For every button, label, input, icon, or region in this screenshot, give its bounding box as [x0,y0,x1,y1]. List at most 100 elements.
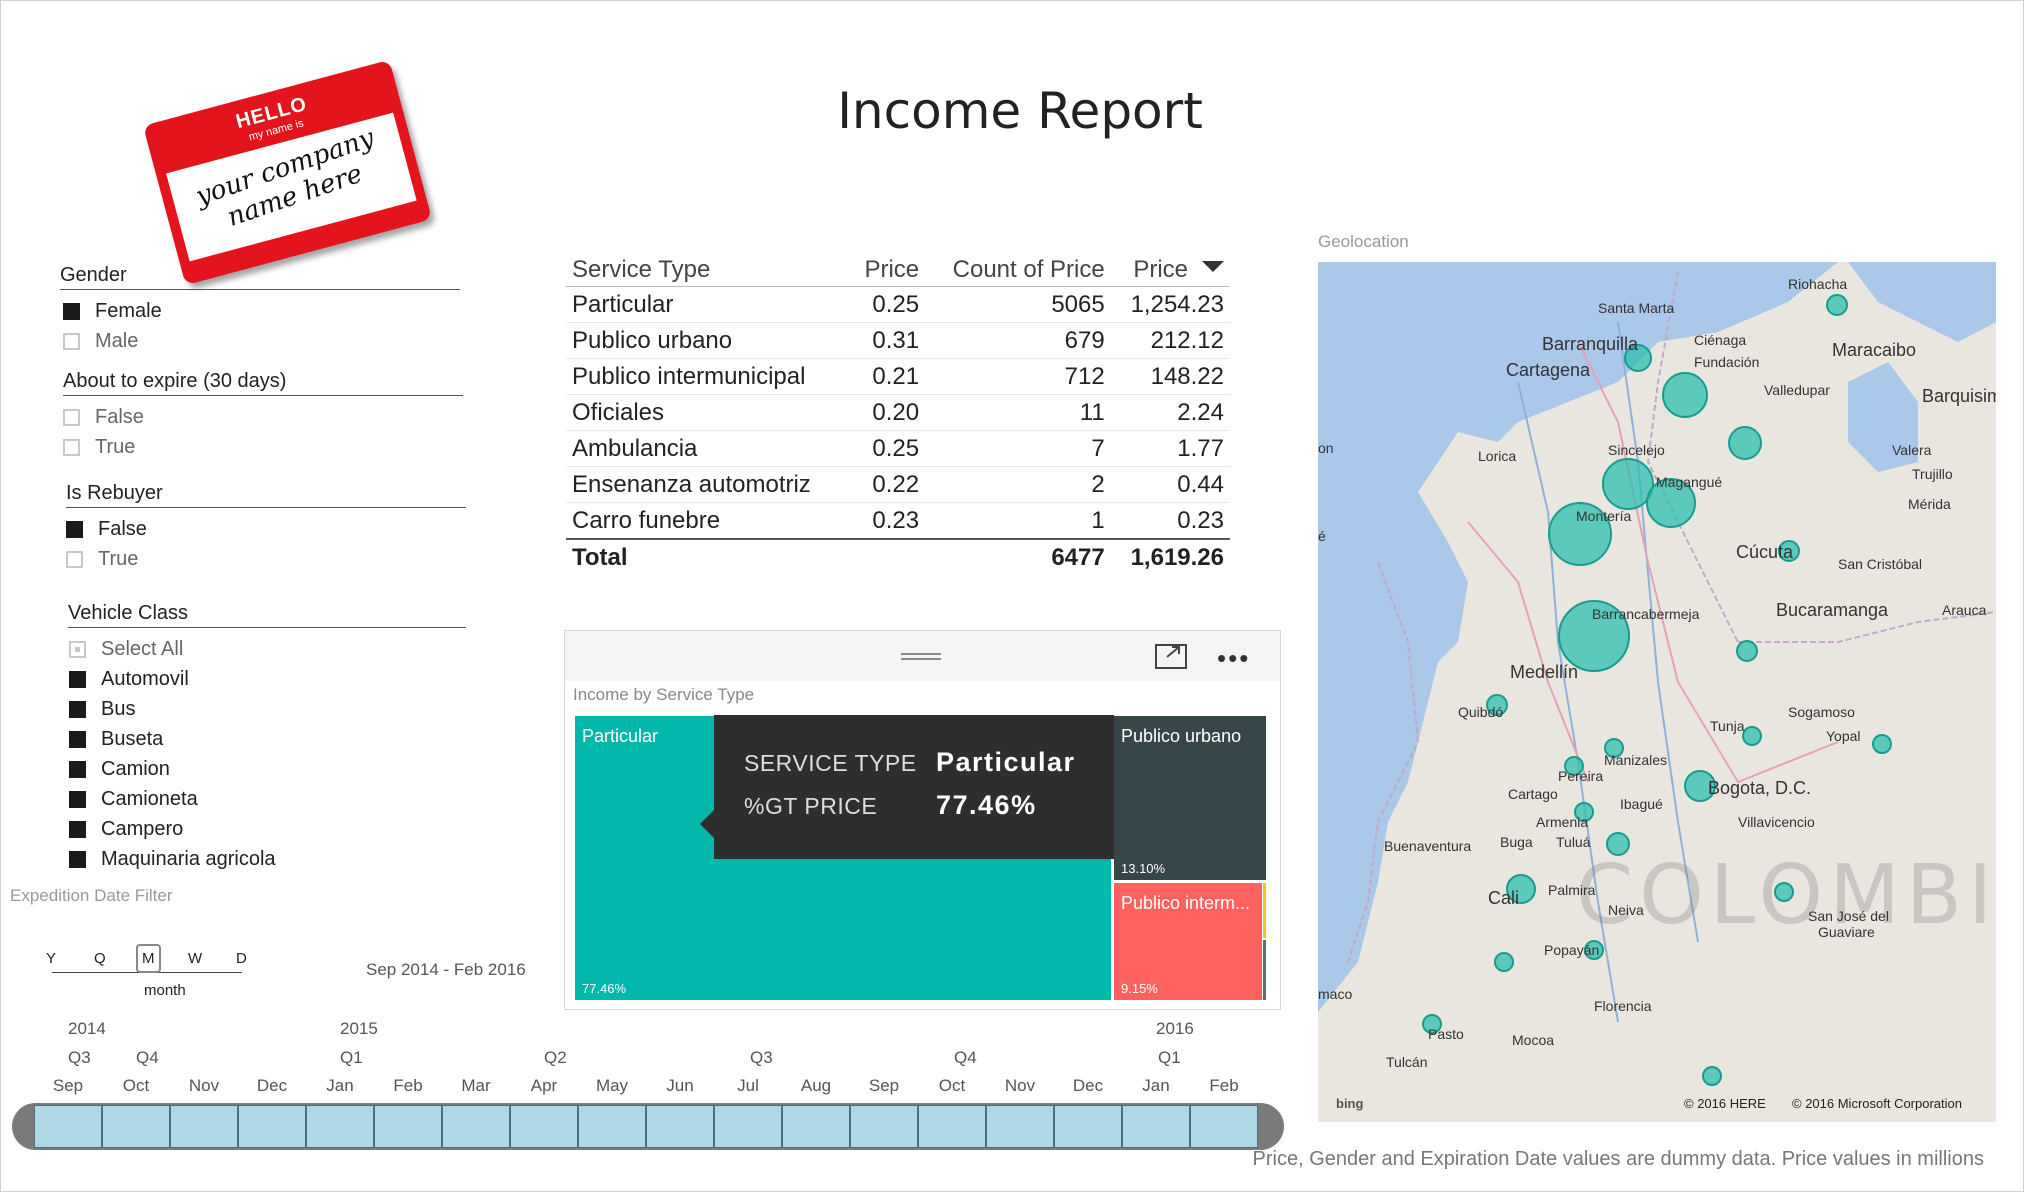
timeline-month-cell[interactable] [986,1105,1054,1148]
map-bubble[interactable] [1702,1066,1722,1086]
rebuyer-option-false[interactable]: False [66,518,147,541]
table-row[interactable]: Ensenanza automotriz 0.22 2 0.44 [566,466,1230,503]
treemap-tile-publico-urbano[interactable]: Publico urbano 13.10% [1114,716,1266,880]
checkbox[interactable] [63,439,80,456]
map-bubble[interactable] [1506,874,1536,904]
treemap-tile-publico-intermunicipal[interactable]: Publico interm... 9.15% [1114,883,1262,1000]
map-bubble[interactable] [1548,502,1612,566]
checkbox[interactable] [69,641,86,658]
bing-logo: bing [1336,1096,1364,1111]
checkbox[interactable] [69,851,86,868]
map-bubble[interactable] [1486,694,1508,716]
timeline-month-cell[interactable] [578,1105,646,1148]
map-bubble[interactable] [1422,1014,1442,1034]
granularity-year[interactable]: Y [46,950,57,967]
map-bubble[interactable] [1872,734,1892,754]
expire-option-true[interactable]: True [63,436,135,459]
focus-mode-icon[interactable] [1155,641,1187,669]
timeline-month-cell[interactable] [1054,1105,1122,1148]
timeline-month-cell[interactable] [374,1105,442,1148]
treemap-tile-small-grey[interactable] [1263,940,1266,1000]
map-country-watermark: COLOMBIA [1576,848,1996,943]
vehicle-option-campero[interactable]: Campero [69,818,183,841]
drag-handle-icon[interactable] [901,653,941,655]
col-header-price-sum[interactable]: Price [1110,252,1230,287]
vehicle-option-buseta[interactable]: Buseta [69,728,163,751]
sort-descending-icon[interactable] [1202,261,1224,273]
timeline-month-cell[interactable] [782,1105,850,1148]
map-bubble[interactable] [1778,540,1800,562]
timeline-month-cell[interactable] [510,1105,578,1148]
timeline-month-cell[interactable] [442,1105,510,1148]
timeline-month-cell[interactable] [1190,1105,1258,1148]
table-row[interactable]: Ambulancia 0.25 7 1.77 [566,430,1230,467]
col-header-service-type[interactable]: Service Type [566,252,850,287]
timeline-month-cell[interactable] [238,1105,306,1148]
checkbox[interactable] [69,821,86,838]
vehicle-option-bus[interactable]: Bus [69,698,135,721]
timeline-month-cell[interactable] [306,1105,374,1148]
geolocation-map[interactable]: COLOMBIA Riohacha Santa Marta Barranquil… [1318,262,1996,1122]
table-row[interactable]: Carro funebre 0.23 1 0.23 [566,502,1230,540]
checkbox[interactable] [63,303,80,320]
timeline-month-cell[interactable] [1122,1105,1190,1148]
checkbox[interactable] [66,521,83,538]
map-bubble[interactable] [1826,294,1848,316]
timeline-month-cell[interactable] [102,1105,170,1148]
map-bubble[interactable] [1662,372,1708,418]
map-bubble[interactable] [1728,426,1762,460]
gender-option-female[interactable]: Female [63,300,162,323]
checkbox[interactable] [69,761,86,778]
map-bubble[interactable] [1736,640,1758,662]
map-bubble[interactable] [1564,756,1584,776]
map-bubble[interactable] [1606,832,1630,856]
timeline-month-cell[interactable] [34,1105,102,1148]
map-place-label: Valera [1892,442,1932,458]
treemap-tile-small-yellow[interactable] [1263,883,1266,938]
checkbox[interactable] [66,551,83,568]
timeline-month-cell[interactable] [170,1105,238,1148]
timeline-month-cell[interactable] [714,1105,782,1148]
map-bubble[interactable] [1574,802,1594,822]
footer-note: Price, Gender and Expiration Date values… [1252,1148,1984,1170]
rebuyer-option-true[interactable]: True [66,548,138,571]
table-row[interactable]: Oficiales 0.20 11 2.24 [566,394,1230,431]
vehicle-option-maquinaria-agricola[interactable]: Maquinaria agricola [69,848,276,871]
col-header-count-of-price[interactable]: Count of Price [925,252,1111,287]
vehicle-option-automovil[interactable]: Automovil [69,668,189,691]
timeline-month-cell[interactable] [850,1105,918,1148]
expire-option-false[interactable]: False [63,406,144,429]
map-bubble[interactable] [1774,882,1794,902]
granularity-day[interactable]: D [236,950,247,967]
vehicle-option-select-all[interactable]: Select All [69,638,183,661]
map-bubble[interactable] [1604,738,1624,758]
timeline-month-cell[interactable] [646,1105,714,1148]
checkbox[interactable] [69,701,86,718]
map-bubble[interactable] [1558,600,1630,672]
more-options-icon[interactable]: ••• [1217,643,1251,673]
col-header-price[interactable]: Price [849,252,926,287]
vehicle-option-camioneta[interactable]: Camioneta [69,788,198,811]
vehicle-option-camion[interactable]: Camion [69,758,170,781]
map-bubble[interactable] [1584,940,1604,960]
map-bubble[interactable] [1624,344,1652,372]
timeline-month-cell[interactable] [918,1105,986,1148]
map-bubble[interactable] [1646,478,1696,528]
checkbox[interactable] [63,333,80,350]
table-row[interactable]: Particular 0.25 5065 1,254.23 [566,286,1230,323]
granularity-month[interactable]: M [136,944,161,973]
gender-option-male[interactable]: Male [63,330,138,353]
map-place-label: Armenia [1536,814,1589,830]
checkbox[interactable] [63,409,80,426]
checkbox[interactable] [69,671,86,688]
map-bubble[interactable] [1684,770,1716,802]
map-bubble[interactable] [1742,726,1762,746]
granularity-quarter[interactable]: Q [94,950,106,967]
table-row[interactable]: Publico intermunicipal 0.21 712 148.22 [566,358,1230,395]
map-bubble[interactable] [1494,952,1514,972]
granularity-week[interactable]: W [188,950,203,967]
checkbox[interactable] [69,731,86,748]
checkbox[interactable] [69,791,86,808]
table-row[interactable]: Publico urbano 0.31 679 212.12 [566,322,1230,359]
map-bubble[interactable] [1602,458,1654,510]
